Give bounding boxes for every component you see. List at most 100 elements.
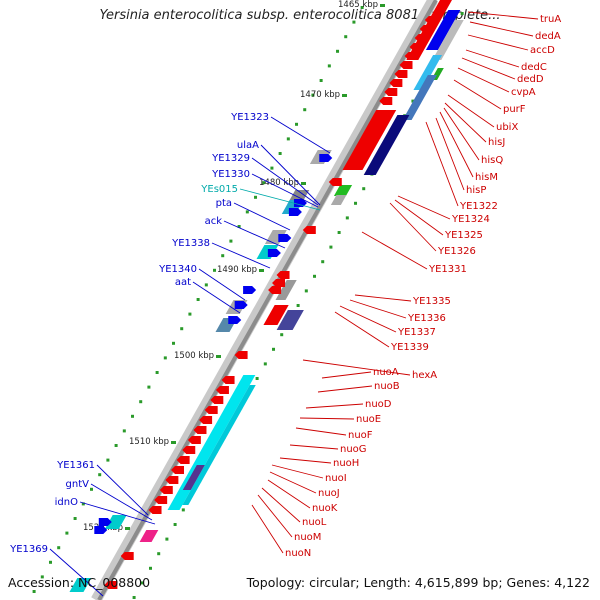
reverse-gene-arrow[interactable] (210, 396, 224, 404)
gene-label[interactable]: aat (175, 277, 191, 288)
reverse-gene-arrow[interactable] (154, 496, 168, 504)
gene-purF[interactable] (342, 110, 397, 170)
gene-label[interactable]: YE1369 (9, 544, 48, 555)
gene-label[interactable]: nuoD (365, 399, 392, 410)
gene-label[interactable]: YE1335 (412, 296, 451, 307)
reverse-gene-arrow[interactable] (268, 286, 282, 294)
gene-label[interactable]: YE1361 (56, 460, 95, 471)
gene-block-magenta[interactable] (139, 530, 159, 542)
reverse-gene-arrow[interactable] (409, 43, 423, 51)
gene-label[interactable]: ubiX (496, 122, 518, 133)
gene-label[interactable]: nuoF (348, 430, 373, 441)
gene-ubiX[interactable] (363, 115, 410, 175)
gene-block-green[interactable] (333, 185, 353, 196)
gene-block-gray[interactable] (330, 195, 347, 205)
reverse-gene-arrow[interactable] (414, 34, 428, 42)
left-gene-labels[interactable]: YE1323 ulaA YE1329 YE1330 YEs015 pta ack YE1338… (9, 112, 331, 597)
gene-label[interactable]: nuoG (340, 444, 367, 455)
reverse-gene-arrow[interactable] (404, 52, 418, 60)
gene-block-light-blue[interactable] (413, 55, 443, 90)
forward-gene[interactable] (425, 10, 461, 50)
reverse-gene-arrow[interactable] (165, 476, 179, 484)
reverse-gene-arrow[interactable] (328, 178, 342, 186)
forward-gene-arrow[interactable] (234, 301, 248, 309)
reverse-gene-arrow[interactable] (215, 386, 229, 394)
gene-label[interactable]: YEs015 (200, 184, 238, 195)
reverse-gene-arrow[interactable] (187, 436, 201, 444)
gene-label[interactable]: YE1325 (444, 230, 483, 241)
reverse-gene-arrow[interactable] (379, 97, 393, 105)
gene-block-cyan[interactable] (167, 375, 256, 510)
gene-block-gray[interactable] (275, 280, 297, 300)
gene-label[interactable]: hexA (412, 370, 437, 381)
reverse-gene-arrow[interactable] (204, 406, 218, 414)
reverse-gene-arrow[interactable] (148, 506, 162, 514)
gene-label[interactable]: dedA (535, 31, 561, 42)
forward-gene-block[interactable] (264, 230, 287, 244)
gene-label[interactable]: YE1323 (230, 112, 269, 123)
forward-gene-block[interactable] (104, 515, 127, 529)
gene-label[interactable]: nuoE (356, 414, 381, 425)
gene-features[interactable] (69, 0, 464, 592)
gene-label[interactable]: cvpA (511, 87, 536, 98)
gene-label[interactable]: hisM (475, 172, 498, 183)
forward-gene-arrow[interactable] (288, 208, 302, 216)
forward-gene-arrow[interactable] (98, 518, 112, 526)
reverse-gene-arrow[interactable] (399, 61, 413, 69)
gene-label[interactable]: hisJ (488, 137, 505, 148)
forward-gene-arrow[interactable] (267, 249, 281, 257)
reverse-gene[interactable] (263, 305, 289, 325)
gene-block-cyan[interactable] (182, 385, 256, 505)
gene-label[interactable]: idnO (55, 497, 78, 508)
gene-label[interactable]: truA (540, 14, 561, 25)
gene-label[interactable]: YE1340 (158, 264, 197, 275)
reverse-gene-arrow[interactable] (182, 446, 196, 454)
forward-gene-block[interactable] (69, 578, 92, 592)
forward-gene-block[interactable] (256, 245, 279, 259)
gene-block-steelblue[interactable] (402, 75, 437, 120)
reverse-gene-arrow[interactable] (384, 88, 398, 96)
reverse-gene-arrow[interactable] (424, 16, 438, 24)
gene-label[interactable]: YE1329 (211, 153, 250, 164)
gene-label[interactable]: nuoB (374, 381, 400, 392)
forward-gene-arrow[interactable] (278, 234, 292, 242)
reverse-gene-arrow[interactable] (171, 466, 185, 474)
reverse-gene-arrow[interactable] (276, 271, 290, 279)
gene-label[interactable]: ulaA (237, 140, 259, 151)
reverse-gene-arrow[interactable] (272, 279, 286, 287)
reverse-gene-arrow[interactable] (389, 79, 403, 87)
forward-gene-arrow[interactable] (293, 199, 307, 207)
forward-gene-arrow[interactable] (94, 526, 108, 534)
reverse-gene-arrow[interactable] (159, 486, 173, 494)
forward-gene-arrow[interactable] (243, 286, 257, 294)
reverse-gene-arrow[interactable] (120, 552, 134, 560)
gene-label[interactable]: nuoN (285, 548, 311, 559)
gene-label[interactable]: YE1339 (390, 342, 429, 353)
gene-block-purple[interactable] (276, 310, 304, 330)
gene-label[interactable]: hisP (466, 185, 486, 196)
reverse-gene-arrow[interactable] (199, 416, 213, 424)
forward-gene-arrow[interactable] (228, 316, 242, 324)
reverse-gene-arrow[interactable] (104, 581, 118, 589)
gene-label[interactable]: nuoI (325, 473, 347, 484)
gene-label[interactable]: purF (503, 104, 526, 115)
gene-block-gray[interactable] (432, 20, 464, 60)
gene-label[interactable]: YE1336 (407, 313, 446, 324)
reverse-gene-arrow[interactable] (419, 25, 433, 33)
reverse-gene-arrow[interactable] (193, 426, 207, 434)
gene-block-purple[interactable] (182, 465, 205, 490)
reverse-gene-arrow[interactable] (302, 226, 316, 234)
gene-label[interactable]: YE1331 (428, 264, 467, 275)
gene-label[interactable]: gntV (66, 479, 90, 490)
gene-label[interactable]: dedD (517, 74, 544, 85)
reverse-gene-arrow[interactable] (221, 376, 235, 384)
gene-label[interactable]: nuoM (294, 532, 321, 543)
gene-label[interactable]: YE1338 (171, 238, 210, 249)
gene-label[interactable]: hisQ (481, 155, 503, 166)
gene-label[interactable]: dedC (521, 62, 547, 73)
reverse-gene-arrow[interactable] (176, 456, 190, 464)
gene-label[interactable]: nuoK (312, 503, 338, 514)
gene-label[interactable]: YE1324 (451, 214, 490, 225)
